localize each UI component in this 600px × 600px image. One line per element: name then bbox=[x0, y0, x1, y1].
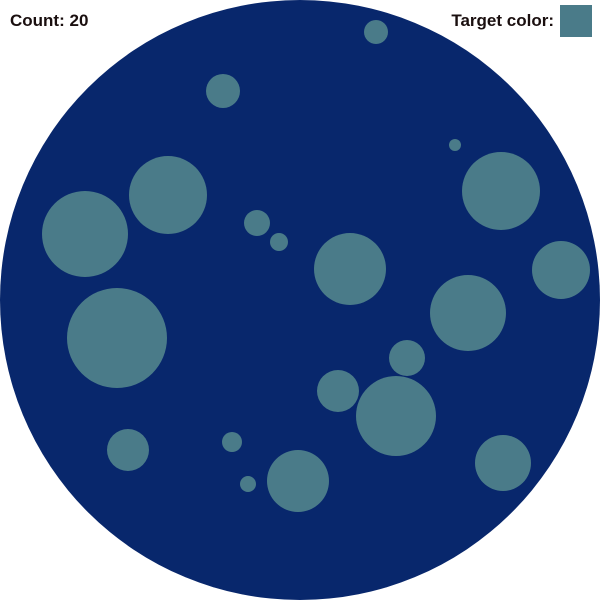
dot-layer[interactable] bbox=[42, 20, 590, 512]
dot[interactable] bbox=[129, 156, 207, 234]
dot[interactable] bbox=[356, 376, 436, 456]
target-color-label: Target color: bbox=[451, 11, 554, 30]
dot[interactable] bbox=[364, 20, 388, 44]
target-color-display: Target color: bbox=[451, 4, 592, 38]
count-value: 20 bbox=[69, 11, 89, 30]
dot[interactable] bbox=[267, 450, 329, 512]
dot[interactable] bbox=[107, 429, 149, 471]
dot[interactable] bbox=[449, 139, 461, 151]
dot[interactable] bbox=[314, 233, 386, 305]
dot[interactable] bbox=[430, 275, 506, 351]
dot[interactable] bbox=[42, 191, 128, 277]
dot[interactable] bbox=[244, 210, 270, 236]
dot[interactable] bbox=[389, 340, 425, 376]
dot[interactable] bbox=[206, 74, 240, 108]
dot[interactable] bbox=[222, 432, 242, 452]
dot[interactable] bbox=[475, 435, 531, 491]
dot[interactable] bbox=[67, 288, 167, 388]
target-color-swatch bbox=[560, 5, 592, 37]
count-label: Count: bbox=[10, 11, 65, 30]
dot[interactable] bbox=[462, 152, 540, 230]
dot[interactable] bbox=[532, 241, 590, 299]
dot[interactable] bbox=[240, 476, 256, 492]
dot[interactable] bbox=[317, 370, 359, 412]
count-display: Count: 20 bbox=[10, 11, 88, 31]
dot[interactable] bbox=[270, 233, 288, 251]
